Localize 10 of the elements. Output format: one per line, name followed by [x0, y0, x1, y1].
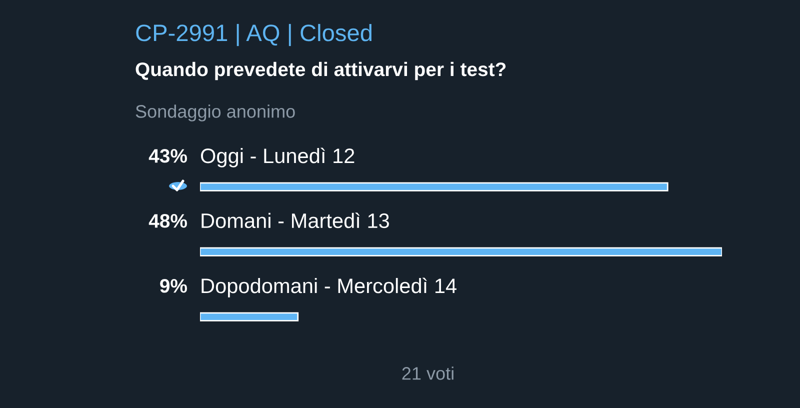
y-tick-label: Oggi - Lunedì 12	[200, 148, 354, 168]
chart-subtitle: Quando prevedete di attivarvi per i test?	[136, 62, 506, 80]
data-label: 48%	[148, 214, 187, 228]
text: 21 voti	[402, 366, 454, 380]
y-tick-label: Domani - Martedì 13	[202, 212, 389, 228]
data-label: 43%	[148, 149, 187, 163]
text: Sondaggio anonimo	[136, 104, 295, 122]
chart-title: CP-2991 | AQ | Closed	[136, 24, 372, 46]
y-tick-label: Dopodomani - Mercoledì 14	[202, 278, 456, 298]
data-label: 9%	[160, 279, 187, 293]
